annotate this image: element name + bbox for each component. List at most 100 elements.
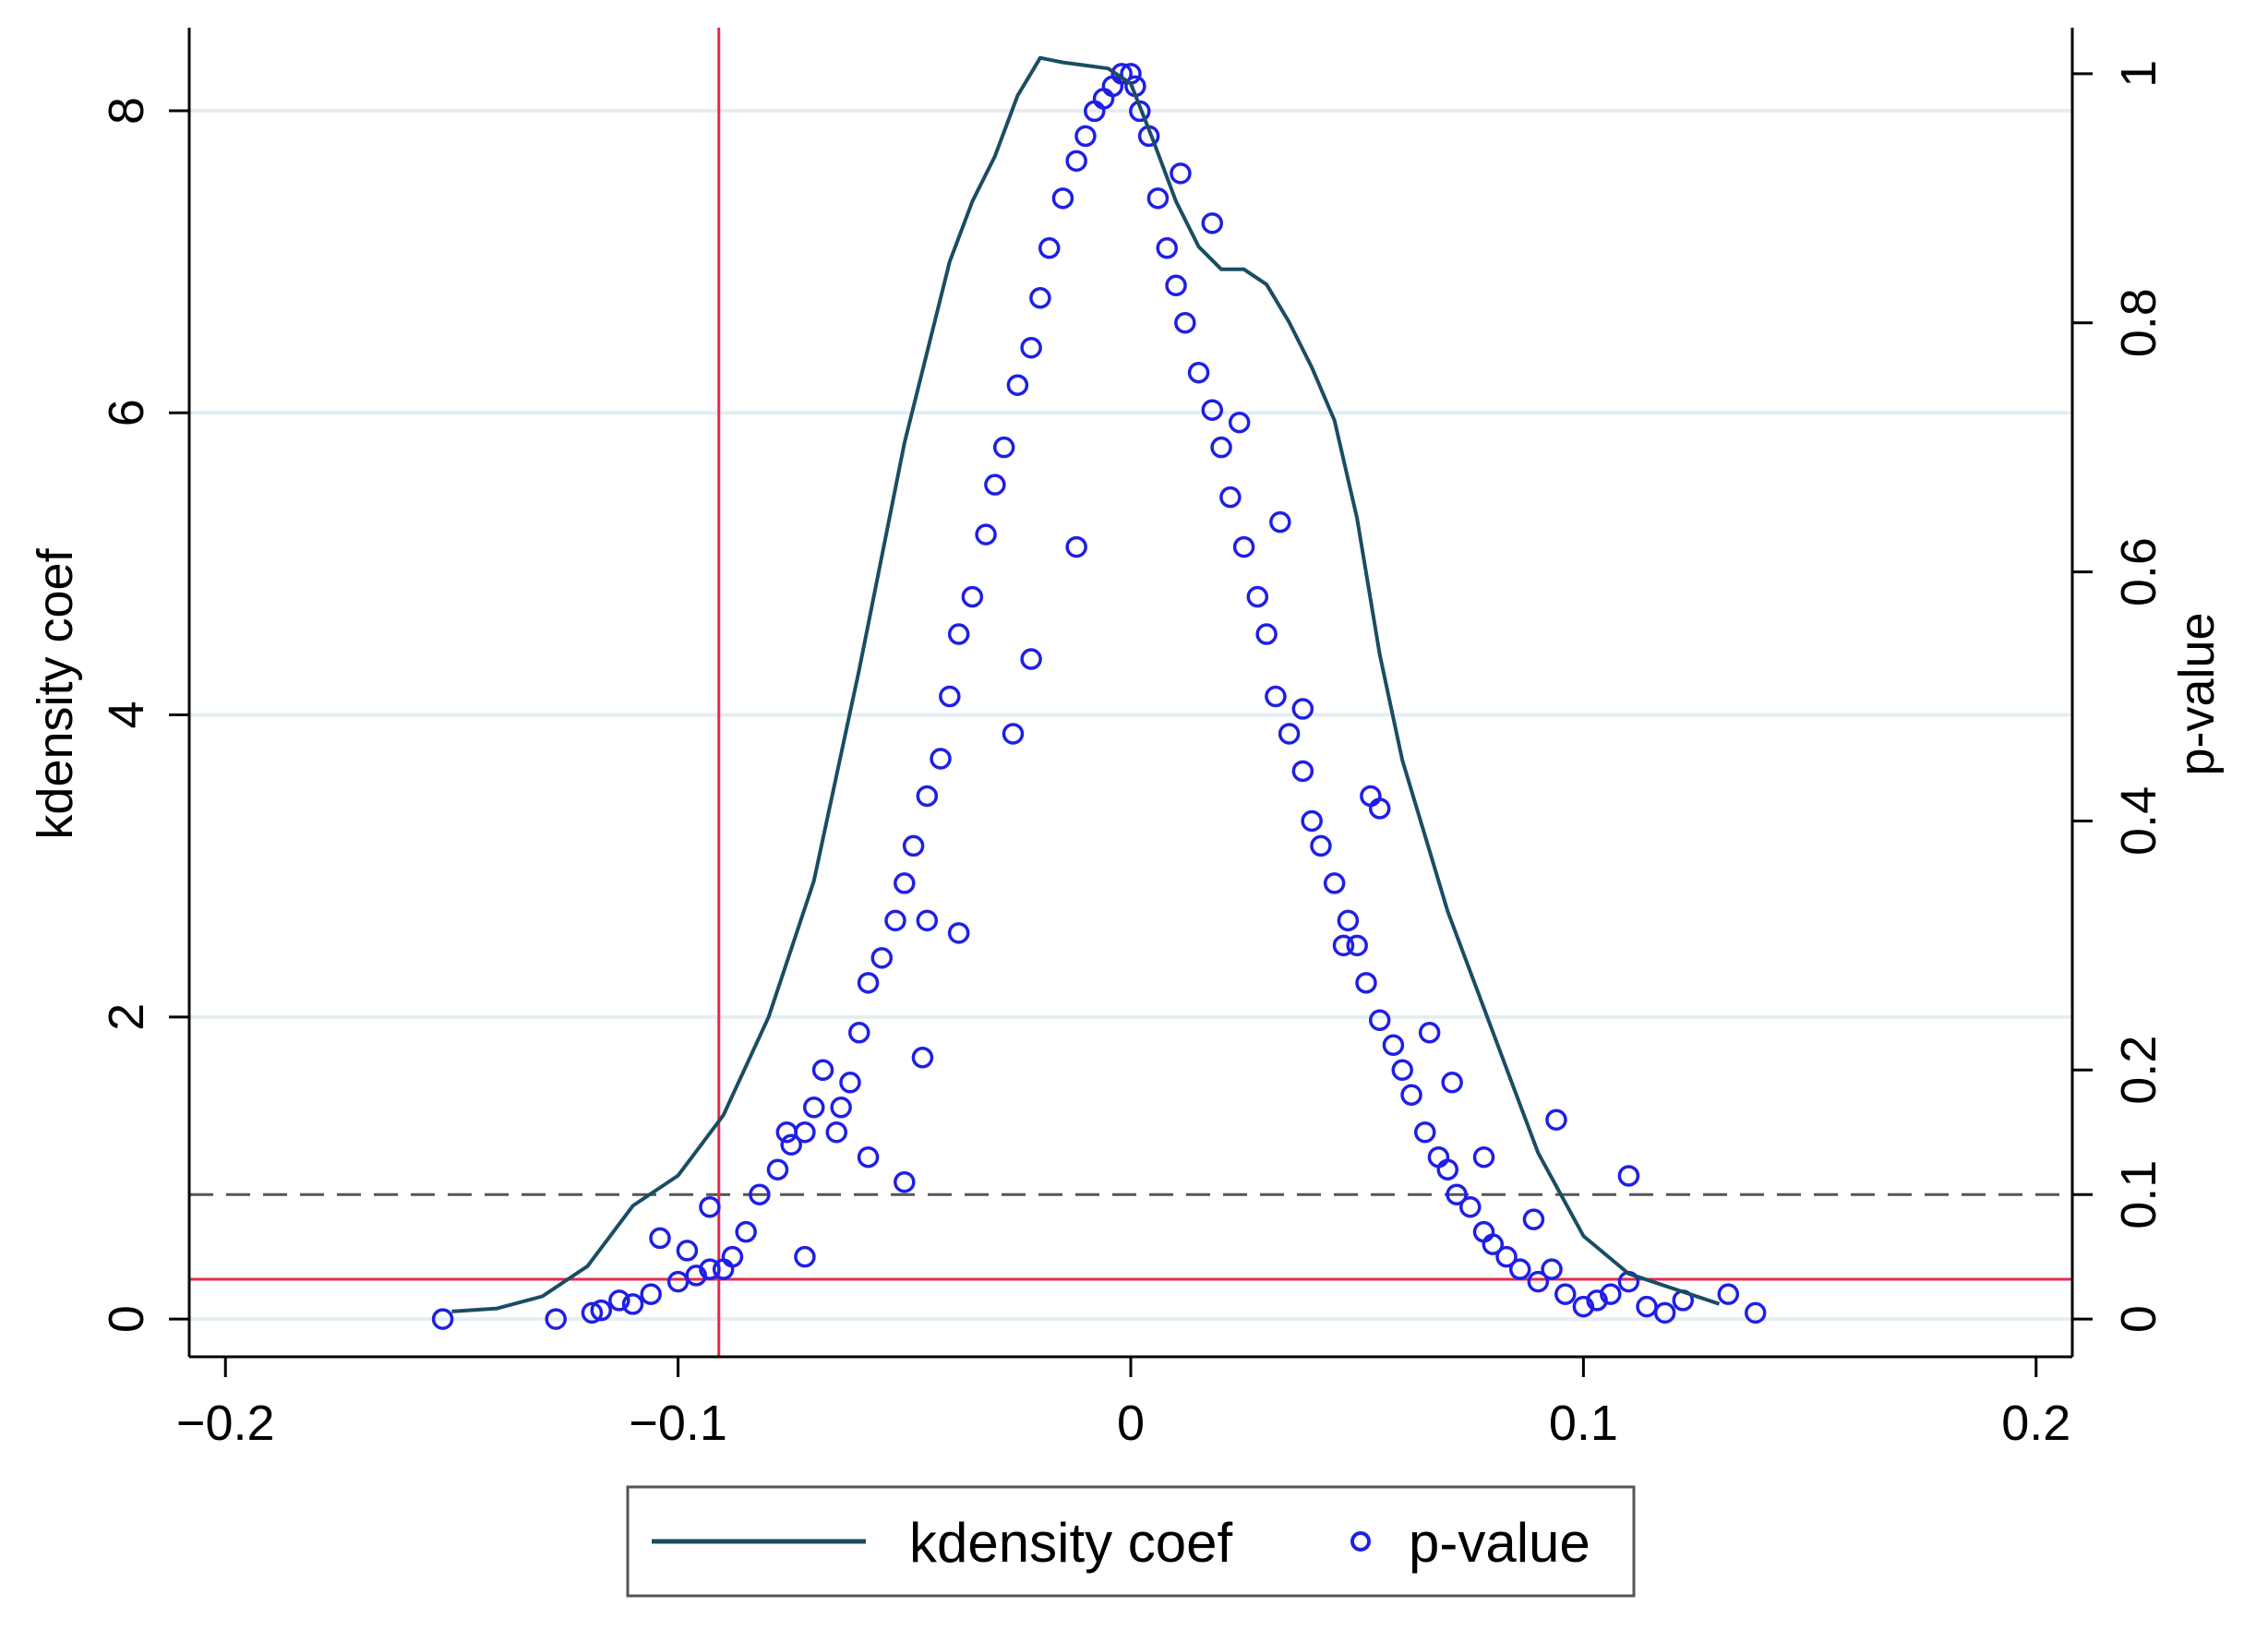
p-value-point xyxy=(581,1301,604,1324)
p-value-point xyxy=(1156,237,1178,259)
x-tick-label: 0.1 xyxy=(1549,1396,1618,1451)
p-value-point xyxy=(1459,1195,1482,1218)
y-right-tick-label: 0.8 xyxy=(2111,288,2166,357)
legend: kdensity coef p-value xyxy=(626,1485,1636,1598)
p-value-point xyxy=(649,1227,671,1250)
p-value-point xyxy=(1232,535,1255,558)
p-value-point xyxy=(685,1264,707,1287)
p-value-point xyxy=(1301,809,1323,833)
p-value-point xyxy=(1020,648,1042,670)
p-value-point xyxy=(1744,1301,1767,1324)
p-value-point xyxy=(676,1240,699,1262)
p-value-point xyxy=(1020,336,1042,359)
legend-circle-swatch xyxy=(1350,1531,1371,1552)
p-value-point xyxy=(775,1121,798,1144)
p-value-point xyxy=(1346,934,1368,957)
p-value-point xyxy=(1310,834,1332,857)
p-value-point xyxy=(1210,436,1232,459)
p-value-point xyxy=(894,872,916,894)
p-value-point xyxy=(699,1258,721,1280)
p-value-point xyxy=(1368,1009,1391,1032)
x-tick-label: −0.1 xyxy=(629,1396,727,1451)
p-value-point xyxy=(794,1121,816,1144)
p-value-point xyxy=(1165,274,1187,297)
legend-label-pvalue: p-value xyxy=(1409,1512,1590,1574)
p-value-point xyxy=(1002,723,1025,745)
p-value-point xyxy=(916,909,939,932)
p-value-point xyxy=(1427,1145,1450,1169)
p-value-point xyxy=(911,1047,934,1069)
p-value-point xyxy=(947,623,970,645)
p-value-point xyxy=(1146,187,1170,210)
p-value-point xyxy=(1201,399,1224,421)
p-value-point xyxy=(640,1283,662,1305)
p-value-point xyxy=(857,1145,880,1169)
p-value-point xyxy=(1446,1183,1468,1205)
p-value-point xyxy=(930,748,952,770)
p-value-point xyxy=(1472,1145,1495,1169)
p-value-point xyxy=(1391,1059,1413,1082)
p-value-point xyxy=(857,972,880,994)
p-value-point xyxy=(1472,1220,1495,1243)
p-value-point xyxy=(811,1059,834,1082)
y-left-tick-label: 0 xyxy=(99,1305,154,1333)
p-value-point xyxy=(1291,698,1314,720)
p-value-point xyxy=(1246,585,1269,608)
p-value-point xyxy=(1051,187,1074,210)
reference-lines xyxy=(189,28,2072,1357)
y-left-tick-label: 8 xyxy=(99,97,154,125)
p-value-point xyxy=(1006,374,1029,396)
x-tick-label: 0 xyxy=(1117,1396,1145,1451)
y-axis-right-title: p-value xyxy=(2169,612,2225,775)
y-left-tick-label: 2 xyxy=(99,1003,154,1031)
p-value-point xyxy=(839,1072,861,1094)
p-value-point xyxy=(1600,1283,1622,1305)
p-value-point xyxy=(1482,1233,1505,1255)
p-value-point xyxy=(1291,760,1314,783)
p-value-point xyxy=(1332,934,1355,957)
plot-frame xyxy=(187,28,2074,1359)
p-value-point xyxy=(1414,1121,1436,1144)
p-value-point xyxy=(1400,1084,1422,1107)
p-value-point xyxy=(431,1308,454,1330)
axis-ticks xyxy=(169,72,2093,1377)
p-value-point xyxy=(1554,1283,1577,1305)
p-value-point xyxy=(1653,1301,1676,1324)
p-value-point xyxy=(1101,75,1124,98)
y-axis-left-title: kdensity coef xyxy=(28,547,83,839)
p-value-point xyxy=(766,1158,789,1181)
p-value-point xyxy=(947,922,970,944)
p-value-point xyxy=(712,1258,735,1280)
p-value-point xyxy=(1174,312,1196,334)
p-value-point xyxy=(1636,1295,1658,1318)
p-value-point xyxy=(1110,63,1133,85)
p-value-point xyxy=(1074,125,1097,148)
p-value-point xyxy=(825,1121,847,1144)
axis-labels: −0.2 −0.1 0 0.1 0.2 0 2 4 6 8 0 0.1 0.2 0.4 0.6 0.8 1 xyxy=(99,60,2166,1451)
p-value-point xyxy=(830,1097,852,1119)
p-value-point xyxy=(1441,1072,1463,1094)
p-value-point xyxy=(1572,1295,1595,1318)
p-value-point xyxy=(608,1289,630,1312)
p-value-point xyxy=(666,1270,690,1293)
p-value-point xyxy=(735,1220,757,1243)
p-value-point xyxy=(870,947,894,969)
p-value-point xyxy=(1228,411,1251,434)
y-right-tick-label: 0.1 xyxy=(2111,1160,2166,1229)
y-right-tick-label: 0.6 xyxy=(2111,537,2166,606)
kdensity-curve xyxy=(451,55,1721,1313)
p-value-point xyxy=(545,1308,567,1330)
p-value-point xyxy=(1170,162,1192,185)
p-value-point xyxy=(1029,287,1051,309)
p-value-point xyxy=(884,909,906,932)
p-value-point xyxy=(894,1170,916,1193)
x-tick-label: −0.2 xyxy=(176,1396,275,1451)
p-value-point xyxy=(1265,685,1287,708)
p-value-point xyxy=(1092,88,1115,110)
p-value-point xyxy=(1323,872,1346,894)
x-tick-label: 0.2 xyxy=(2001,1396,2070,1451)
p-value-point xyxy=(780,1133,802,1156)
p-value-point xyxy=(916,785,939,808)
p-value-point xyxy=(1617,1165,1640,1187)
